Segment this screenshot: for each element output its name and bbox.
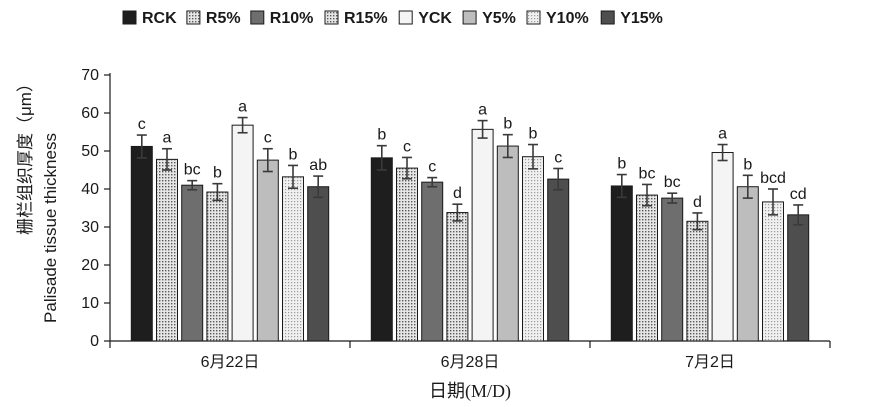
bar-y10pct-2 (522, 156, 544, 342)
significance-letter: ab (309, 157, 327, 174)
significance-letter: bc (664, 174, 681, 191)
significance-letter: c (554, 149, 562, 166)
bar-r10pct-2 (421, 181, 444, 342)
significance-letter: c (264, 130, 272, 147)
y-axis-title-en: Palisade tissue thickness (41, 133, 60, 323)
significance-letter: b (529, 126, 538, 143)
bar-y10pct-3 (762, 201, 784, 342)
x-tick-label: 6月22日 (201, 354, 260, 371)
bar-y10pct-1 (282, 176, 304, 342)
y-tick-label: 30 (81, 219, 99, 236)
bar-y5pct-1 (256, 159, 279, 342)
legend-label: R10% (270, 10, 314, 27)
significance-letter: bcd (760, 170, 786, 187)
y-tick-label: 70 (81, 67, 99, 84)
significance-letter: bc (639, 165, 656, 182)
legend-swatch-r15pct (324, 10, 339, 25)
legend-swatch-rck (122, 10, 137, 25)
significance-letter: b (743, 156, 752, 173)
legend-swatch-y15pct (600, 10, 615, 25)
x-tick-label: 6月28日 (441, 354, 500, 371)
legend: RCK R5% R10% R15% YCK Y5% Y10% Y15% (122, 10, 663, 27)
bar-yck-1 (231, 124, 254, 342)
legend-swatch-y5pct (462, 10, 477, 25)
bar-y15pct-2 (547, 178, 570, 342)
bar-rck-2 (370, 157, 393, 342)
bar-r15pct-2 (446, 212, 469, 342)
bar-y15pct-3 (787, 214, 810, 342)
significance-letter: b (617, 156, 626, 173)
significance-letter: bc (184, 162, 201, 179)
significance-letter: b (377, 127, 386, 144)
significance-letter: d (693, 194, 702, 211)
x-tick-label: 7月2日 (685, 354, 735, 371)
legend-label: Y10% (546, 10, 589, 27)
bar-y5pct-2 (496, 145, 519, 342)
bar-r10pct-1 (181, 184, 204, 342)
bar-r5pct-1 (156, 158, 178, 342)
bar-r5pct-3 (636, 194, 658, 342)
legend-label: Y5% (482, 10, 516, 27)
significance-letter: b (289, 146, 298, 163)
y-tick-label: 20 (81, 257, 99, 274)
bar-rck-1 (130, 145, 153, 342)
x-axis-title: 日期(M/D) (429, 381, 511, 402)
y-tick-label: 60 (81, 105, 99, 122)
legend-label: R15% (344, 10, 388, 27)
y-tick-label: 10 (81, 295, 99, 312)
bar-r15pct-3 (686, 220, 709, 342)
significance-letter: a (478, 102, 487, 119)
x-ticks: 6月22日 6月28日 7月2日 (109, 341, 831, 371)
y-tick-label: 0 (90, 333, 99, 350)
legend-swatch-r10pct (250, 10, 265, 25)
bar-rck-3 (610, 185, 633, 342)
bar-yck-3 (711, 152, 734, 342)
significance-letter: c (403, 138, 411, 155)
bar-r5pct-2 (396, 167, 418, 342)
legend-swatch-y10pct (526, 10, 541, 25)
bar-y5pct-3 (736, 186, 759, 342)
legend-label: Y15% (620, 10, 663, 27)
significance-letter: a (238, 99, 247, 116)
significance-letter: c (428, 159, 436, 176)
legend-label: RCK (142, 10, 177, 27)
y-tick-label: 40 (81, 181, 99, 198)
y-tick-label: 50 (81, 143, 99, 160)
significance-letter: a (718, 126, 727, 143)
significance-letter: b (213, 165, 222, 182)
significance-letter: a (163, 130, 172, 147)
legend-label: YCK (418, 10, 452, 27)
significance-letter: cd (790, 186, 807, 203)
legend-label: R5% (206, 10, 241, 27)
legend-swatch-r5pct (186, 10, 201, 25)
significance-letter: d (453, 185, 462, 202)
y-ticks: 0 10 20 30 40 50 60 70 (81, 67, 110, 350)
bar-r10pct-3 (661, 197, 684, 342)
y-axis-title-cn: 栅栏组织厚度（μm） (16, 75, 35, 235)
bar-yck-2 (471, 128, 494, 342)
significance-letter: b (503, 116, 512, 133)
bar-y15pct-1 (307, 186, 330, 342)
legend-swatch-yck (398, 10, 413, 25)
significance-letter: c (138, 116, 146, 133)
bar-r15pct-1 (206, 191, 229, 342)
